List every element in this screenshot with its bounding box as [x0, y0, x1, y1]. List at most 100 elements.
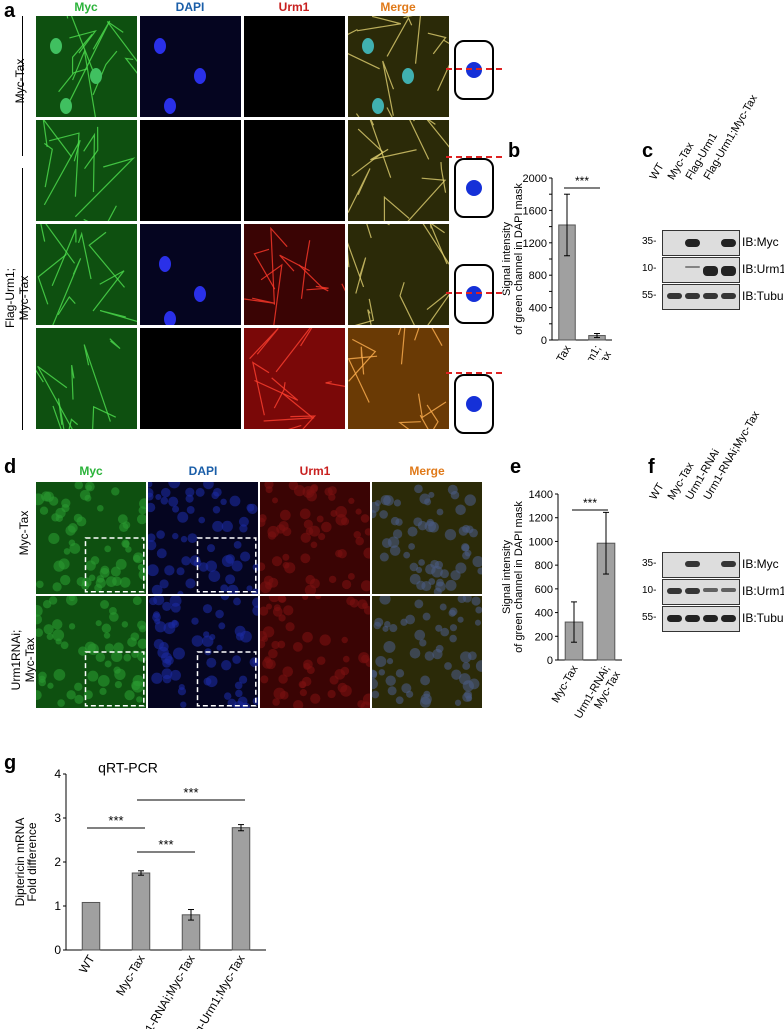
- micrograph-blue: [148, 596, 258, 708]
- panel-label-c: c: [642, 140, 654, 162]
- y-tick-label: 800: [535, 560, 553, 572]
- micrograph-merge: [348, 16, 449, 117]
- x-tick-label: Flag-Urm1;Myc-Tax: [566, 344, 615, 361]
- micrograph-blue: [140, 16, 241, 117]
- row-label-urm1rnai-myc-tax: Urm1RNAi; Myc-Tax: [9, 629, 37, 691]
- micrograph-blue: [140, 224, 241, 325]
- blot-band: [703, 293, 718, 299]
- blot-band: [721, 239, 736, 247]
- svg-text:WT: WT: [76, 952, 98, 976]
- y-axis-label: of green channel in DAPI mask: [513, 501, 525, 653]
- svg-text:Myc-Tax: Myc-Tax: [113, 953, 147, 999]
- micrograph-blue: [148, 482, 258, 594]
- significance-label: ***: [108, 813, 123, 828]
- micrograph-green: [36, 328, 137, 429]
- panel-label-e: e: [510, 456, 522, 478]
- blot-band: [703, 615, 718, 623]
- micrograph-green: [36, 224, 137, 325]
- micrograph-merge: [348, 224, 449, 325]
- blot-strip: [662, 284, 740, 310]
- y-tick-label: 0: [541, 335, 547, 347]
- micrograph-merge: [372, 596, 482, 708]
- blot-band: [703, 588, 718, 592]
- micrograph-green: [36, 596, 146, 708]
- micrograph-red: [260, 596, 370, 708]
- micrograph-black: [244, 16, 345, 117]
- y-axis-label: Diptericin mRNA: [13, 818, 27, 907]
- y-tick-label: 200: [535, 631, 553, 643]
- panel-label-f: f: [648, 456, 655, 478]
- molecular-weight-marker: 55-: [642, 290, 657, 301]
- y-tick-label: 1200: [523, 238, 547, 250]
- x-tick-label: Myc-Tax: [113, 953, 147, 999]
- blot-label: IB:Urm1: [742, 262, 784, 276]
- lane-label: WT: [647, 161, 667, 182]
- bar: [131, 872, 151, 951]
- panel-label-b: b: [508, 140, 521, 162]
- blot-strip: [662, 579, 740, 605]
- y-tick-label: 2000: [523, 173, 547, 185]
- panel-label-d: d: [4, 456, 17, 478]
- micrograph-green: [36, 120, 137, 221]
- y-tick-label: 4: [54, 767, 61, 781]
- blot-band: [721, 561, 736, 567]
- cell-schematic: [446, 156, 502, 218]
- blot-strip: [662, 230, 740, 256]
- chart-e: 0 200 400 600 800 1000 1200 1400 Myc-TaxUrm1-RNA…: [501, 489, 623, 720]
- blot-strip: [662, 257, 740, 283]
- channel-label-dapi: DAPI: [175, 0, 205, 14]
- molecular-weight-marker: 10-: [642, 585, 657, 596]
- channel-label-urm1: Urm1: [278, 0, 310, 14]
- x-tick-label: Myc-Tax: [550, 663, 581, 705]
- y-tick-label: 1000: [529, 536, 553, 548]
- blot-band: [685, 266, 700, 268]
- y-axis-label: Fold difference: [25, 822, 39, 901]
- significance-label: ***: [183, 785, 198, 800]
- micrograph-redhi: [244, 328, 345, 429]
- significance-label: ***: [158, 837, 173, 852]
- molecular-weight-marker: 10-: [642, 263, 657, 274]
- micrograph-merge: [372, 482, 482, 594]
- cell-schematic: [446, 372, 502, 434]
- row-label-myc-tax: Myc-Tax: [17, 510, 31, 556]
- chart-title: qRT-PCR: [98, 760, 158, 775]
- panel-label-g: g: [4, 752, 17, 774]
- channel-label-merge: Merge: [409, 464, 445, 478]
- western-blot-c: WT Myc-Tax Flag-Urm1 Flag-Urm1;Myc-Tax IB:My…: [640, 93, 784, 370]
- channel-label-myc: Myc: [79, 464, 103, 478]
- y-tick-label: 800: [529, 270, 547, 282]
- row-group-bracket: [22, 16, 23, 156]
- blot-label: IB:Myc: [742, 235, 779, 249]
- blot-band: [685, 239, 700, 247]
- lane-label: WT: [647, 481, 667, 502]
- blot-strip: [662, 552, 740, 578]
- y-tick-label: 1200: [529, 513, 553, 525]
- x-tick-label: WT: [76, 952, 98, 976]
- micrograph-merge: [348, 120, 449, 221]
- y-tick-label: 1400: [529, 489, 553, 501]
- y-tick-label: 2: [54, 855, 61, 869]
- bar: [81, 901, 101, 951]
- micrograph-green: [36, 16, 137, 117]
- molecular-weight-marker: 35-: [642, 236, 657, 247]
- blot-band: [667, 588, 682, 594]
- y-tick-label: 0: [54, 943, 61, 957]
- y-tick-label: 600: [535, 584, 553, 596]
- blot-band: [721, 293, 736, 299]
- micrograph-green: [36, 482, 146, 594]
- blot-band: [685, 588, 700, 594]
- y-tick-label: 1: [54, 899, 61, 913]
- y-tick-label: 1600: [523, 205, 547, 217]
- channel-label-myc: Myc: [74, 0, 98, 14]
- blot-band: [721, 588, 736, 592]
- blot-label: IB:Tubulin: [742, 289, 784, 303]
- row-label-flag-urm1-myc-tax: Flag-Urm1; Myc-Tax: [3, 268, 31, 329]
- bar: [231, 827, 251, 951]
- channel-label-dapi: DAPI: [188, 464, 218, 478]
- y-axis-label: Signal intensity: [501, 540, 513, 614]
- blot-label: IB:Tubulin: [742, 611, 784, 625]
- micrograph-red: [244, 224, 345, 325]
- significance-label: ***: [575, 174, 589, 188]
- micrograph-red: [260, 482, 370, 594]
- svg-text:Myc-Tax: Myc-Tax: [550, 663, 581, 705]
